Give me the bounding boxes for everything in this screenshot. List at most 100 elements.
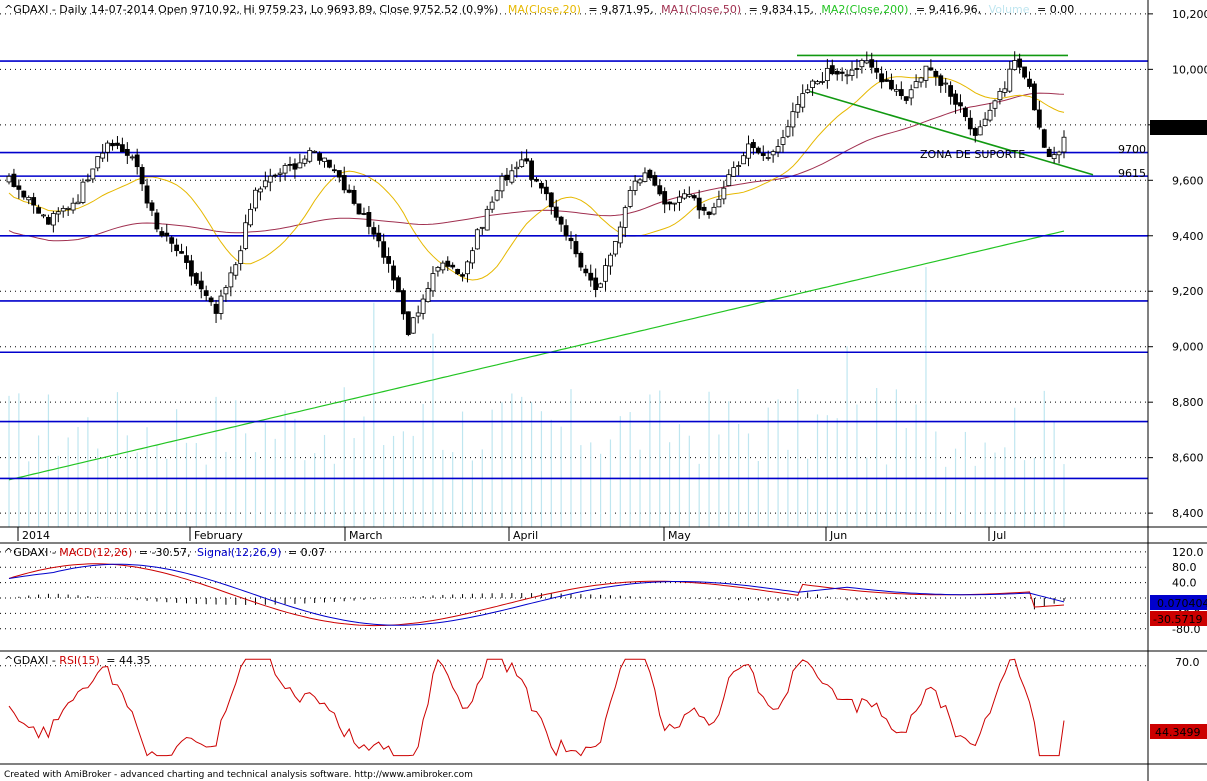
support-zone-label: ZONA DE SUPORTE <box>920 148 1025 161</box>
candle-body <box>1051 154 1057 160</box>
time-axis: 2014 February March April May Jun Jul <box>17 527 1006 542</box>
candle-body <box>751 142 756 149</box>
macd-grid <box>0 551 1148 630</box>
candle-body <box>341 175 347 191</box>
signal-badge-label: 0.070404 <box>1157 597 1207 610</box>
candle-body <box>356 203 362 215</box>
candle-body <box>977 126 983 136</box>
candle-body <box>1002 88 1008 93</box>
candle-body <box>849 69 855 76</box>
candle-body <box>765 157 771 159</box>
candle-body <box>558 216 564 225</box>
rsi-path <box>8 658 1065 757</box>
candle-body <box>913 81 919 89</box>
candle-body <box>953 93 958 105</box>
price-panel[interactable]: 9700 9615 ZONA DE SUPORTE <box>0 0 1148 527</box>
candle-body <box>573 241 579 255</box>
candle-body <box>1007 68 1013 92</box>
candle-body <box>529 160 534 180</box>
candle-body <box>223 287 229 295</box>
signal-path <box>8 563 1065 626</box>
price-tick-label: 8,400 <box>1172 507 1204 520</box>
candle-body <box>479 226 485 229</box>
candle-body <box>672 202 677 205</box>
candle-body <box>706 211 712 215</box>
candle-body <box>41 214 46 217</box>
candle-body <box>726 174 732 186</box>
candle-body <box>317 153 322 161</box>
candle-body <box>736 165 742 168</box>
candle-body <box>366 212 372 227</box>
rsi-tick-70: 70.0 <box>1175 656 1200 669</box>
candle-body <box>967 117 973 130</box>
candle-body <box>746 143 751 159</box>
candle-body <box>568 237 574 242</box>
candle-body <box>193 273 199 284</box>
candle-body <box>928 67 934 71</box>
candle-body <box>144 185 150 204</box>
time-tick-label: May <box>668 529 691 542</box>
candle-body <box>396 277 401 293</box>
price-header-prefix: ^GDAXI - Daily 14-07-2014 Open 9710.92, … <box>4 3 498 16</box>
support-trendline <box>809 90 1094 176</box>
rsi-panel[interactable] <box>0 658 1148 757</box>
candle-body <box>124 148 130 156</box>
candle-body <box>504 174 510 181</box>
macd-badge-label: -30.5719 <box>1153 613 1202 626</box>
candle-body <box>169 237 175 244</box>
macd-header-prefix: ^GDAXI - <box>4 546 59 559</box>
candle-body <box>228 272 234 288</box>
candle-body <box>982 118 988 126</box>
candle-body <box>189 260 194 277</box>
candle-body <box>238 250 244 264</box>
candle-body <box>539 182 544 189</box>
rsi-badge <box>1150 724 1207 739</box>
candle-body <box>16 185 22 190</box>
candle-body <box>1027 78 1032 87</box>
candle-body <box>302 158 308 164</box>
candle-body <box>1022 66 1027 78</box>
candle-body <box>583 268 589 274</box>
candle-body <box>598 283 603 288</box>
candle-body <box>893 89 899 92</box>
volume-bars <box>8 267 1065 527</box>
candle-body <box>741 155 746 165</box>
signal-legend-value: = 0.07 <box>288 546 325 559</box>
price-tick-label: 9,000 <box>1172 341 1204 354</box>
candle-body <box>923 65 929 81</box>
candle-body <box>174 244 180 252</box>
candle-body <box>627 190 633 207</box>
candle-body <box>465 261 470 275</box>
candle-body <box>829 65 835 75</box>
macd-tick-label: 80.0 <box>1172 561 1197 574</box>
candle-body <box>386 256 392 264</box>
candle-body <box>612 241 618 255</box>
candle-body <box>55 211 61 215</box>
macd-histogram <box>18 592 1065 610</box>
candle-body <box>908 89 914 99</box>
signal-legend: Signal(12,26,9) <box>197 546 281 559</box>
candle-body <box>869 59 875 68</box>
macd-panel[interactable] <box>0 551 1148 630</box>
candle-body <box>179 251 184 254</box>
candle-body <box>484 208 490 231</box>
candle-body <box>834 70 840 75</box>
candle-body <box>262 180 268 188</box>
candle-body <box>622 207 628 228</box>
candle-body <box>963 107 968 118</box>
candle-body <box>652 175 658 186</box>
candle-body <box>647 169 653 179</box>
candle-body <box>637 179 643 184</box>
price-tick-label: 10,000 <box>1172 63 1207 76</box>
candle-body <box>470 250 475 264</box>
candle-body <box>243 222 249 249</box>
ma200-legend: MA2(Close,200) <box>821 3 908 16</box>
candle-body <box>381 241 387 258</box>
candle-body <box>642 172 648 182</box>
candle-body <box>938 75 944 86</box>
candle-body <box>371 227 377 235</box>
candle-body <box>85 179 91 182</box>
candle-body <box>958 102 963 107</box>
candle-body <box>31 197 37 206</box>
candle-body <box>277 172 283 175</box>
